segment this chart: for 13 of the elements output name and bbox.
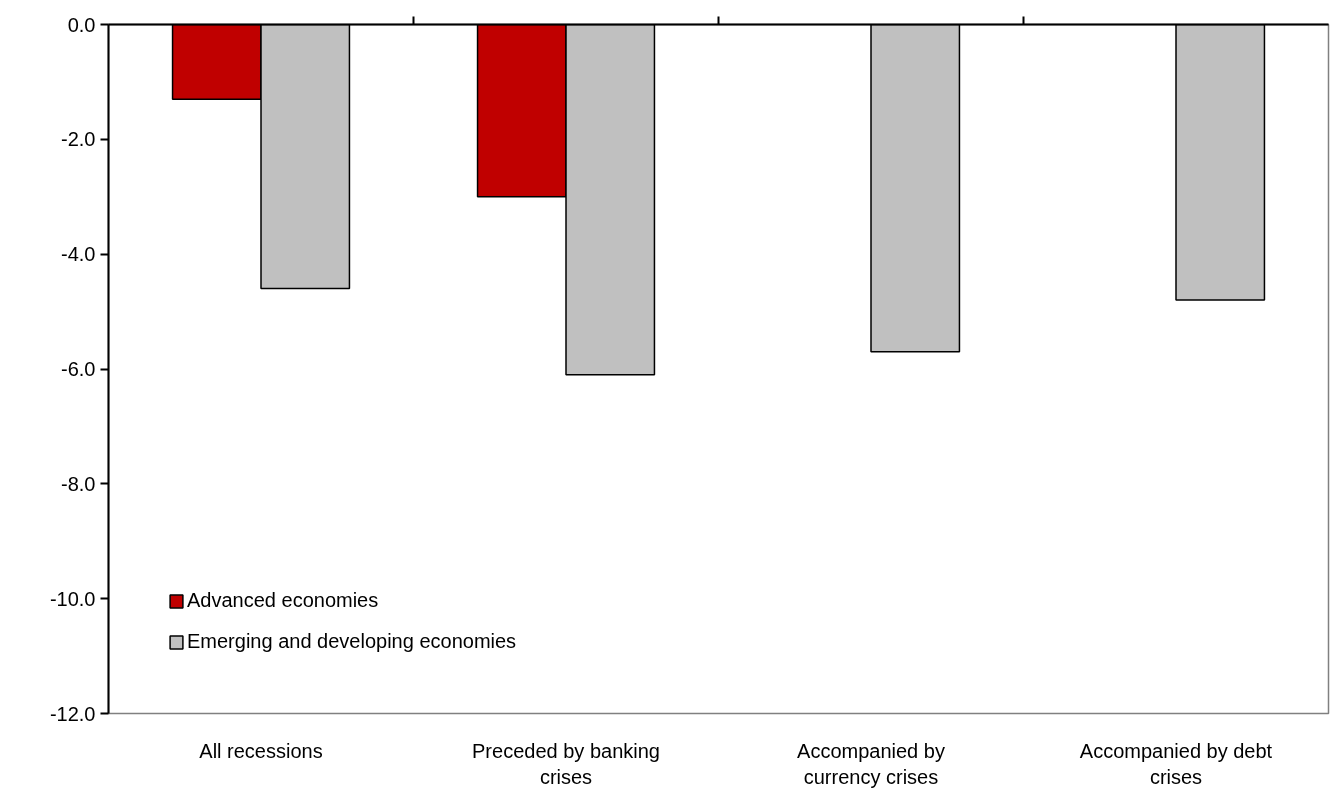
x-tick-label: Accompanied by currency crises — [797, 739, 945, 788]
y-tick-label: -8.0 — [61, 472, 96, 495]
legend-label: Advanced economies — [187, 589, 379, 612]
y-tick-label: -2.0 — [61, 128, 96, 151]
y-tick-label: -12.0 — [49, 702, 96, 725]
legend-label: Emerging and developing economies — [187, 630, 517, 653]
x-tick-label: Accompanied by debt crises — [1079, 739, 1273, 788]
y-tick-label: -6.0 — [61, 358, 96, 380]
y-tick-label: 0.0 — [67, 13, 96, 36]
x-tick-label: Preceded by banking crises — [472, 739, 660, 788]
y-tick-label: -10.0 — [49, 587, 96, 610]
x-tick-label: All recessions — [199, 739, 323, 762]
y-tick-label: -4.0 — [61, 243, 96, 266]
